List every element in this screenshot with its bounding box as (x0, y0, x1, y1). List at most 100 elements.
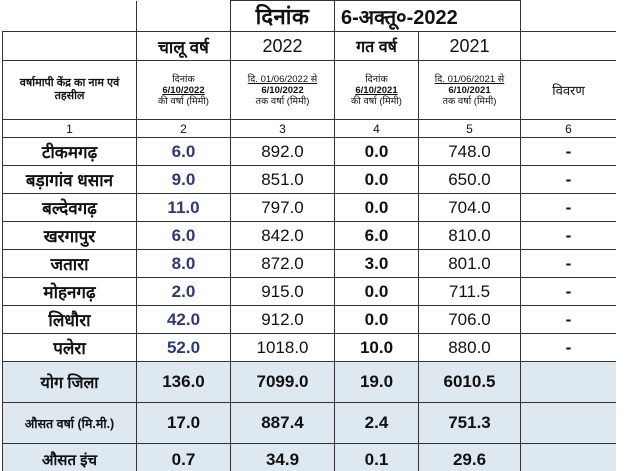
column-number: 3 (230, 119, 335, 138)
previous-season-rainfall: 650.0 (418, 165, 521, 194)
remarks-cell: - (520, 333, 616, 362)
col3-header-line3: तक वर्षा (मिमी) (255, 95, 310, 107)
column-number: 5 (418, 119, 521, 138)
column-header-row: वर्षामापी केंद्र का नाम एवं तहसील दिनांक… (2, 60, 616, 120)
current-season-rainfall: 892.0 (230, 137, 335, 166)
table-row: पलेरा 52.0 1018.0 10.0 880.0 - (2, 333, 616, 362)
table-row: बड़ागांव धसान 9.0 851.0 0.0 650.0 - (2, 165, 616, 194)
remarks-cell: - (520, 137, 616, 166)
summary-remarks-cell (520, 402, 616, 444)
previous-year-label: गत वर्ष (334, 31, 419, 61)
previous-season-rainfall: 880.0 (418, 333, 521, 362)
col5-header-line2: 6/10/2021 (448, 84, 491, 96)
previous-season-rainfall: 711.5 (418, 277, 521, 306)
current-season-rainfall: 912.0 (230, 305, 335, 334)
col5-header-line1: दि. 01/06/2021 से (434, 73, 505, 85)
table-row: खरगापुर 6.0 842.0 6.0 810.0 - (2, 221, 616, 250)
remarks-cell: - (520, 305, 616, 334)
summary-remarks-cell (520, 443, 616, 471)
current-day-rainfall: 6.0 (136, 221, 231, 250)
year-group-row: चालू वर्ष 2022 गत वर्ष 2021 (2, 31, 616, 61)
remarks-cell: - (520, 277, 616, 306)
previous-season-rainfall: 801.0 (418, 249, 521, 278)
col4-header-line1: दिनांक (365, 73, 388, 85)
summary-value: 0.1 (334, 443, 419, 471)
current-season-rainfall: 797.0 (230, 193, 335, 222)
summary-remarks-cell (520, 361, 616, 403)
date-value: 6-अक्तू०-2022 (334, 0, 521, 32)
col4-header-line3: की वर्षा (मिमी) (351, 95, 402, 107)
col2-header-line1: दिनांक (172, 73, 195, 85)
summary-value: 6010.5 (418, 361, 521, 403)
previous-season-rainfall: 810.0 (418, 221, 521, 250)
table-row: लिधौरा 42.0 912.0 0.0 706.0 - (2, 305, 616, 334)
summary-value: 29.6 (418, 443, 521, 471)
station-name: पलेरा (2, 333, 137, 362)
current-season-rainfall: 872.0 (230, 249, 335, 278)
summary-label: योग जिला (2, 361, 137, 403)
table-row: बल्देवगढ़ 11.0 797.0 0.0 704.0 - (2, 193, 616, 222)
year-blank-cell (2, 31, 137, 61)
previous-day-rainfall: 0.0 (334, 137, 419, 166)
current-day-rainfall: 11.0 (136, 193, 231, 222)
station-name: बड़ागांव धसान (2, 165, 137, 194)
remarks-cell: - (520, 249, 616, 278)
col5-header: दि. 01/06/2021 से 6/10/2021 तक वर्षा (मि… (418, 60, 521, 120)
remarks-column-header: विवरण (520, 60, 616, 120)
summary-value: 136.0 (136, 361, 231, 403)
station-column-header: वर्षामापी केंद्र का नाम एवं तहसील (2, 60, 137, 120)
station-name: टीकमगढ़ (2, 137, 137, 166)
previous-year: 2021 (418, 31, 521, 61)
current-season-rainfall: 915.0 (230, 277, 335, 306)
current-year-label: चालू वर्ष (136, 31, 231, 61)
previous-day-rainfall: 3.0 (334, 249, 419, 278)
rainfall-table-sheet: दिनांक 6-अक्तू०-2022 चालू वर्ष 2022 गत व… (2, 0, 616, 471)
summary-value: 0.7 (136, 443, 231, 471)
current-season-rainfall: 851.0 (230, 165, 335, 194)
year-blank-cell-2 (520, 31, 616, 61)
summary-value: 887.4 (230, 402, 335, 444)
previous-day-rainfall: 0.0 (334, 305, 419, 334)
summary-label: औसत इंच (2, 443, 137, 471)
title-blank-cell-3 (520, 0, 616, 32)
col3-header-line1: दि. 01/06/2022 से (247, 73, 318, 85)
column-number-row: 1 2 3 4 5 6 (2, 119, 616, 138)
col2-header: दिनांक 6/10/2022 की वर्षा (मिमी) (136, 60, 231, 120)
column-number: 1 (2, 119, 137, 138)
date-label: दिनांक (230, 0, 335, 32)
previous-day-rainfall: 10.0 (334, 333, 419, 362)
previous-day-rainfall: 0.0 (334, 165, 419, 194)
summary-value: 19.0 (334, 361, 419, 403)
previous-day-rainfall: 0.0 (334, 193, 419, 222)
station-name: लिधौरा (2, 305, 137, 334)
current-day-rainfall: 52.0 (136, 333, 231, 362)
previous-day-rainfall: 6.0 (334, 221, 419, 250)
current-day-rainfall: 9.0 (136, 165, 231, 194)
title-blank-cell-2 (136, 0, 231, 32)
summary-value: 17.0 (136, 402, 231, 444)
remarks-cell: - (520, 165, 616, 194)
summary-row-average-mm: औसत वर्षा (मि.मी.) 17.0 887.4 2.4 751.3 (2, 402, 616, 444)
rainfall-table: दिनांक 6-अक्तू०-2022 चालू वर्ष 2022 गत व… (2, 0, 616, 471)
current-day-rainfall: 8.0 (136, 249, 231, 278)
station-name: खरगापुर (2, 221, 137, 250)
previous-day-rainfall: 0.0 (334, 277, 419, 306)
remarks-cell: - (520, 221, 616, 250)
col3-header: दि. 01/06/2022 से 6/10/2022 तक वर्षा (मि… (230, 60, 335, 120)
col4-header: दिनांक 6/10/2021 की वर्षा (मिमी) (334, 60, 419, 120)
title-row: दिनांक 6-अक्तू०-2022 (2, 0, 616, 32)
table-row: टीकमगढ़ 6.0 892.0 0.0 748.0 - (2, 137, 616, 166)
current-season-rainfall: 842.0 (230, 221, 335, 250)
current-season-rainfall: 1018.0 (230, 333, 335, 362)
column-number: 6 (520, 119, 616, 138)
remarks-cell: - (520, 193, 616, 222)
current-day-rainfall: 42.0 (136, 305, 231, 334)
summary-value: 751.3 (418, 402, 521, 444)
previous-season-rainfall: 748.0 (418, 137, 521, 166)
column-number: 4 (334, 119, 419, 138)
summary-label: औसत वर्षा (मि.मी.) (2, 402, 137, 444)
current-day-rainfall: 2.0 (136, 277, 231, 306)
col3-header-line2: 6/10/2022 (261, 84, 304, 96)
summary-row-average-inch: औसत इंच 0.7 34.9 0.1 29.6 (2, 443, 616, 471)
previous-season-rainfall: 704.0 (418, 193, 521, 222)
